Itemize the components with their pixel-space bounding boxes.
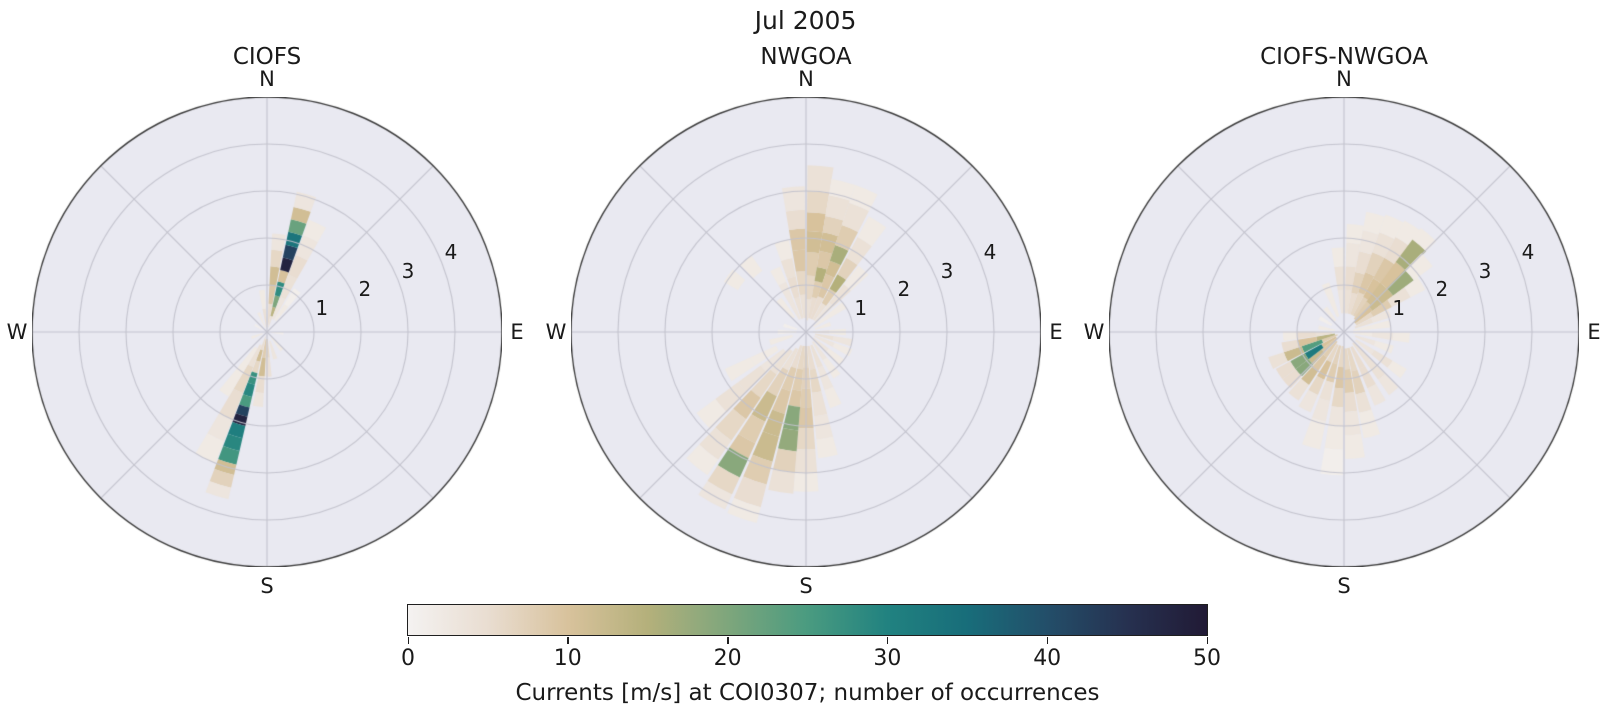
rose-canvas-ciofs [32, 97, 502, 567]
colorbar-axis: 0 10 20 30 40 50 Currents [m/s] at COI0307; n… [401, 604, 1221, 714]
radial-tick-label: 4 [983, 239, 997, 264]
radial-tick-label: 3 [401, 258, 415, 283]
colorbar-tick-label: 10 [553, 646, 582, 671]
compass-label-west: W [6, 320, 28, 344]
colorbar-tick-label: 30 [873, 646, 902, 671]
compass-label-east: E [510, 320, 524, 344]
colorbar-tickmark [1206, 637, 1208, 644]
radial-tick-label: 2 [358, 277, 372, 302]
radial-tick-label: 4 [444, 239, 458, 264]
compass-label-west: W [1083, 320, 1105, 344]
compass-label-east: E [1049, 320, 1063, 344]
polar-plot-ciofs: CIOFS N E S W 1 2 3 4 [7, 44, 524, 598]
compass-label-south: S [799, 574, 813, 598]
polar-plot-ciofs-nwgoa: CIOFS-NWGOA N E S W 1 2 3 4 [1084, 44, 1601, 598]
compass-label-east: E [1587, 320, 1601, 344]
colorbar [407, 604, 1208, 636]
compass-label-north: N [1336, 67, 1352, 91]
colorbar-tick-label: 20 [713, 646, 742, 671]
colorbar-tickmark [407, 637, 409, 644]
compass-label-north: N [798, 67, 814, 91]
plot-title-ciofs-nwgoa: CIOFS-NWGOA [1260, 44, 1428, 70]
compass-label-south: S [260, 574, 274, 598]
colorbar-tickmark [887, 637, 889, 644]
radial-tick-label: 4 [1521, 239, 1535, 264]
radial-tick-label: 2 [897, 277, 911, 302]
compass-label-south: S [1337, 574, 1351, 598]
rose-canvas-nwgoa [571, 97, 1041, 567]
compass-label-north: N [259, 67, 275, 91]
colorbar-tick-label: 50 [1193, 646, 1221, 671]
compass-label-west: W [545, 320, 567, 344]
colorbar-tickmark [567, 637, 569, 644]
colorbar-tickmark [1046, 637, 1049, 644]
rose-canvas-ciofs-nwgoa [1109, 97, 1579, 567]
colorbar-label: Currents [m/s] at COI0307; number of occ… [515, 680, 1100, 706]
radial-tick-label: 1 [854, 296, 868, 321]
radial-tick-label: 3 [940, 258, 954, 283]
plot-title-ciofs: CIOFS [232, 44, 302, 70]
radial-tick-label: 1 [315, 296, 329, 321]
colorbar-tick-label: 40 [1033, 646, 1062, 671]
radial-tick-label: 2 [1435, 277, 1449, 302]
radial-tick-label: 3 [1478, 258, 1492, 283]
colorbar-tickmark [727, 637, 729, 644]
polar-plot-nwgoa: NWGOA N E S W 1 2 3 4 [546, 44, 1063, 598]
radial-tick-label: 1 [1392, 296, 1406, 321]
plot-title-nwgoa: NWGOA [760, 44, 852, 70]
figure-title: Jul 2005 [754, 6, 857, 35]
colorbar-tick-label: 0 [401, 646, 415, 671]
